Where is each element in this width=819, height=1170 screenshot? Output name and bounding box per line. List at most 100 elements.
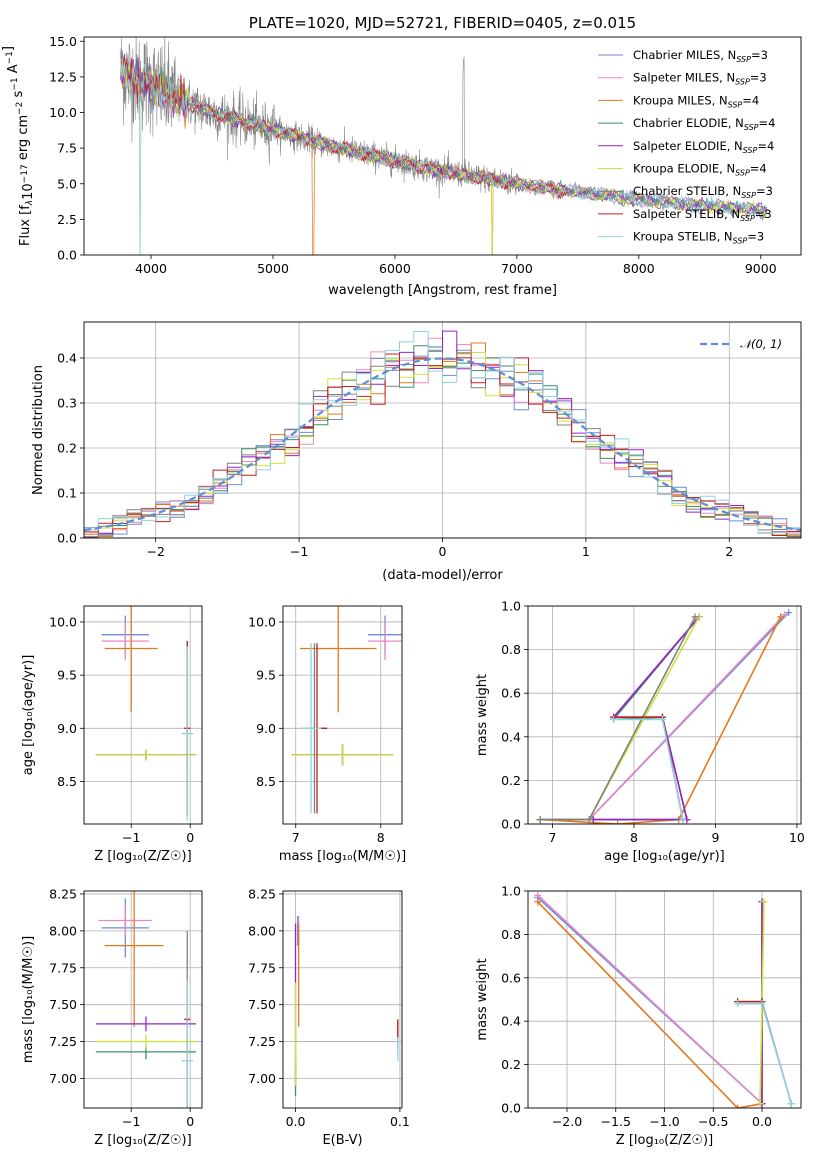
y-tick-label: 7.50 [248, 997, 276, 1012]
data-point-marker [614, 820, 622, 824]
x-axis-label: wavelength [Angstrom, rest frame] [328, 283, 557, 298]
x-tick-label: −1 [122, 830, 140, 845]
x-tick-label: 10 [789, 830, 805, 845]
weight-series-line [540, 616, 700, 821]
weight-series-line [540, 616, 782, 824]
x-tick-label: 1 [582, 544, 590, 559]
weight-series-line [613, 718, 684, 820]
mass_vs_Z-panel: −1 0 7.00 7.25 7.50 7.75 8.00 8.25 [49, 886, 203, 1129]
y-tick-label: 7.75 [49, 960, 77, 975]
data-point-marker [758, 1000, 766, 1008]
x-tick-label: 0.0 [286, 1114, 306, 1129]
x-tick-label: −1.5 [601, 1114, 631, 1129]
x-axis-label: mass [log₁₀(M/M☉)] [279, 849, 406, 864]
y-tick-label: 0.1 [57, 486, 77, 501]
y-tick-label: 0.4 [57, 351, 77, 366]
plot-area [84, 330, 801, 538]
y-axis-label: mass weight [475, 674, 490, 756]
x-axis-label: Z [log₁₀(Z/Z☉)] [94, 849, 191, 864]
x-tick-label: −1 [290, 544, 308, 559]
data-point-marker [734, 1000, 742, 1008]
normal-reference-curve [84, 357, 801, 532]
legend-label: Kroupa ELODIE, NSSP=4 [633, 162, 767, 178]
axes-frame [83, 890, 203, 1109]
x-axis-label: E(B-V) [322, 1133, 362, 1148]
data-point-marker [534, 891, 542, 899]
weight-series-line [540, 616, 700, 821]
data-point-marker [756, 1100, 764, 1108]
data-point-marker [585, 816, 593, 824]
model-spectrum [120, 53, 568, 200]
x-tick-label: 9 [711, 830, 719, 845]
y-tick-label: 8.00 [49, 923, 77, 938]
plot-area [95, 606, 197, 821]
data-point-marker [734, 1104, 742, 1108]
plot-area [294, 916, 399, 1097]
chart-title: PLATE=1020, MJD=52721, FIBERID=0405, z=0… [249, 14, 636, 32]
legend-label: Chabrier ELODIE, NSSP=4 [633, 116, 775, 132]
y-axis-label: age [log₁₀(age/yr)] [21, 655, 36, 776]
data-point-marker [760, 898, 768, 906]
y-tick-label: 1.0 [501, 599, 521, 614]
weight-series-line [540, 611, 790, 821]
spectrum-panel: 4000 5000 6000 7000 8000 9000 0.0 2.5 5.0 7.5 10.0… [49, 34, 802, 276]
axes-frame [282, 890, 403, 1109]
y-tick-label: 7.50 [49, 997, 77, 1012]
x-tick-label: 2 [725, 544, 733, 559]
x-axis-label: (data-model)/error [382, 568, 503, 583]
y-tick-label: 8.5 [57, 774, 77, 789]
x-axis-label: Z [log₁₀(Z/Z☉)] [616, 1133, 713, 1148]
legend-label: Chabrier STELIB, NSSP=3 [633, 184, 773, 200]
y-tick-label: 8.5 [256, 774, 276, 789]
plot-area [536, 609, 793, 824]
x-tick-label: 8000 [623, 261, 655, 276]
axes-frame [83, 605, 203, 825]
legend-label: 𝒩(0, 1) [740, 337, 782, 351]
legend-label: Salpeter STELIB, NSSP=3 [633, 207, 772, 223]
y-tick-label: 0.0 [57, 248, 77, 263]
y-tick-label: 0.0 [501, 817, 521, 832]
x-axis-label: age [log₁₀(age/yr)] [604, 849, 725, 864]
y-tick-label: 0.4 [501, 729, 521, 744]
x-axis-label: Z [log₁₀(Z/Z☉)] [94, 1133, 191, 1148]
axes-frame [83, 36, 802, 256]
y-tick-label: 12.5 [49, 69, 77, 84]
y-tick-label: 0.2 [501, 1057, 521, 1072]
legend-label: Kroupa MILES, NSSP=4 [633, 93, 759, 109]
data-point-marker [610, 715, 618, 723]
y-tick-label: 0.0 [501, 1101, 521, 1116]
x-tick-label: 5000 [257, 261, 289, 276]
x-tick-label: 7 [292, 830, 300, 845]
legend-label: Chabrier MILES, NSSP=3 [633, 48, 768, 64]
y-tick-label: 7.00 [49, 1071, 77, 1086]
x-tick-label: −2 [146, 544, 164, 559]
plot-area [534, 891, 795, 1108]
axes-frame [282, 605, 403, 825]
model-spectrum [120, 59, 767, 255]
data-point-marker [777, 613, 785, 621]
x-tick-label: 6000 [379, 261, 411, 276]
y-tick-label: 8.25 [49, 886, 77, 901]
data-point-marker [691, 613, 699, 621]
x-tick-label: 8 [377, 830, 385, 845]
y-tick-label: 2.5 [57, 212, 77, 227]
y-tick-label: 0.6 [501, 686, 521, 701]
weight_vs_age-panel: 7 8 9 10 0.0 0.2 0.4 0.6 0.8 1.0 [501, 599, 805, 846]
data-point-marker [534, 898, 542, 906]
x-tick-label: 0 [186, 830, 194, 845]
y-tick-label: 0.8 [501, 642, 521, 657]
y-tick-label: 10.0 [49, 614, 77, 629]
y-axis-label: mass weight [475, 958, 490, 1040]
y-tick-label: 10.0 [248, 614, 276, 629]
y-tick-label: 9.0 [57, 721, 77, 736]
y-tick-label: 0.8 [501, 927, 521, 942]
residuals-panel: −2 −1 0 1 2 0.0 0.1 0.2 0.3 0.4 [57, 321, 802, 559]
y-tick-label: 5.0 [57, 176, 77, 191]
x-tick-label: −1 [122, 1114, 140, 1129]
y-tick-label: 9.5 [256, 668, 276, 683]
age_vs_Z-panel: −1 0 8.5 9.0 9.5 10.0 [49, 605, 203, 845]
y-axis-label: Flux [fλ10−17 erg cm−2 s−1 A−1] [1, 46, 36, 246]
x-tick-label: 4000 [135, 261, 167, 276]
x-tick-label: −1.0 [649, 1114, 679, 1129]
weight-series-line [540, 616, 700, 821]
